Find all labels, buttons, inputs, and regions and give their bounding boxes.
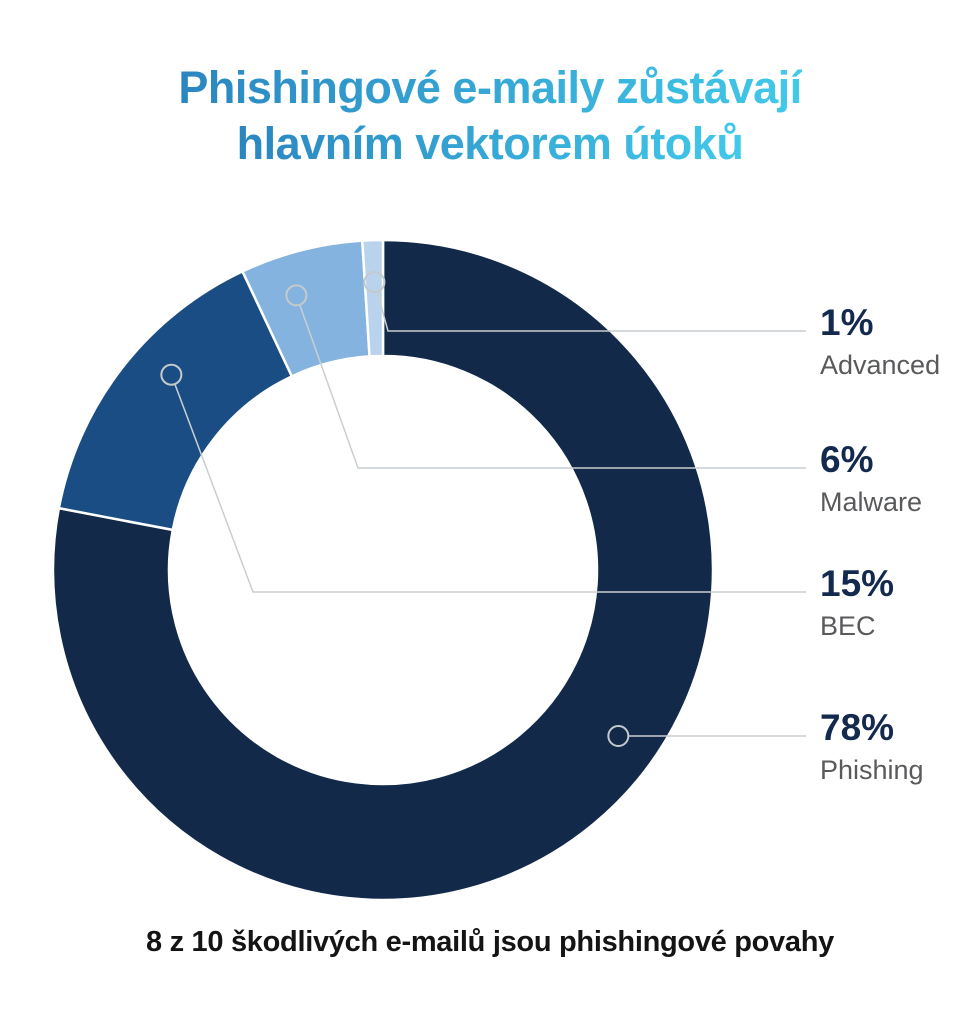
marker-circle-bec bbox=[160, 363, 183, 386]
legend-label-phishing: Phishing bbox=[820, 755, 924, 785]
donut-slice-bec bbox=[57, 269, 294, 532]
legend-value-advanced: 1% bbox=[820, 302, 874, 343]
leader-line-advanced bbox=[376, 291, 806, 332]
legend-item-advanced: 1% Advanced bbox=[820, 302, 980, 380]
chart-caption: 8 z 10 škodlivých e-mailů jsou phishingo… bbox=[146, 926, 834, 958]
legend-label-advanced: Advanced bbox=[820, 350, 941, 380]
legend-value-phishing: 78% bbox=[820, 707, 895, 748]
legend-value-bec: 15% bbox=[820, 563, 895, 604]
leader-line-malware bbox=[299, 304, 806, 469]
donut-slice-phishing bbox=[51, 238, 715, 902]
legend-value-malware: 6% bbox=[820, 439, 874, 480]
legend-label-malware: Malware bbox=[820, 487, 923, 517]
marker-circle-phishing bbox=[607, 725, 630, 748]
marker-circle-malware bbox=[285, 284, 308, 307]
legend-item-malware: 6% Malware bbox=[820, 439, 980, 517]
title-line-2: hlavním vektorem útoků bbox=[237, 116, 744, 172]
leader-line-bec bbox=[174, 383, 806, 593]
title-line-1: Phishingové e-maily zůstávají bbox=[178, 60, 802, 116]
legend-label-bec: BEC bbox=[820, 611, 876, 641]
marker-circle-advanced bbox=[363, 271, 386, 294]
legend-item-bec: 15% BEC bbox=[820, 563, 980, 641]
donut-slice-advanced bbox=[360, 238, 385, 358]
page-title: Phishingové e-maily zůstávají hlavním ve… bbox=[0, 60, 980, 172]
legend-item-phishing: 78% Phishing bbox=[820, 707, 980, 785]
